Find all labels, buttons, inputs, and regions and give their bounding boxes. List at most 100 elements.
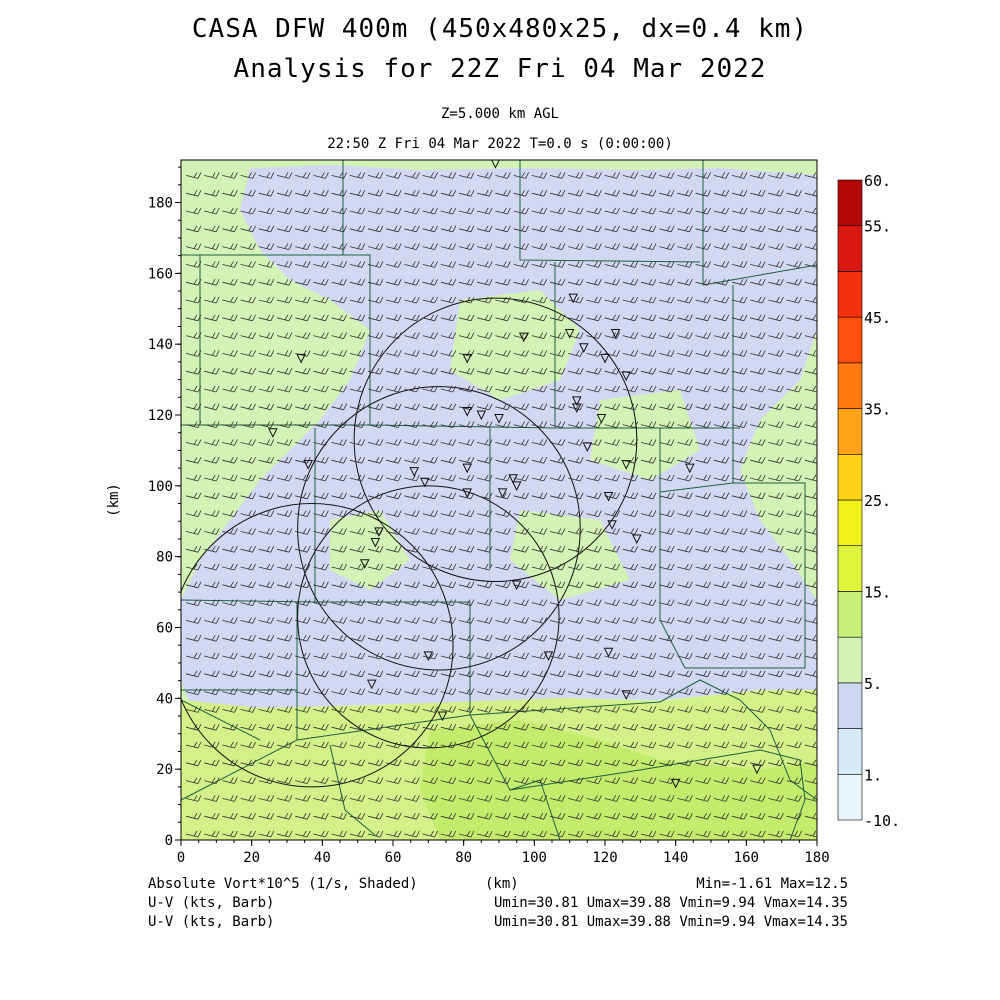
wind-barb bbox=[640, 296, 657, 304]
wind-barb bbox=[495, 670, 511, 678]
wind-barb bbox=[640, 830, 657, 838]
wind-barb bbox=[386, 777, 402, 784]
wind-barb bbox=[549, 314, 566, 322]
wind-barb bbox=[640, 207, 657, 215]
wind-barb bbox=[677, 599, 693, 606]
wind-barb bbox=[604, 617, 620, 624]
wind-barb bbox=[349, 367, 366, 375]
wind-barb bbox=[204, 296, 220, 304]
wind-barb bbox=[568, 350, 584, 357]
wind-barb bbox=[477, 492, 493, 500]
wind-barb bbox=[768, 741, 784, 749]
wind-barb bbox=[586, 172, 602, 179]
wind-barb bbox=[204, 367, 220, 375]
wind-barb bbox=[295, 296, 311, 304]
wind-barb bbox=[222, 759, 238, 767]
wind-barb bbox=[786, 528, 802, 535]
wind-barb bbox=[349, 528, 366, 535]
wind-barb bbox=[258, 510, 275, 517]
wind-barb bbox=[677, 314, 693, 322]
wind-barb bbox=[677, 652, 693, 660]
wind-barb bbox=[331, 207, 347, 215]
wind-barb bbox=[477, 225, 493, 233]
wind-barb bbox=[240, 723, 256, 731]
wind-barb bbox=[804, 795, 817, 802]
wind-barb bbox=[731, 777, 748, 784]
wind-barb bbox=[622, 314, 639, 322]
wind-barb bbox=[549, 225, 566, 233]
wind-barb bbox=[458, 617, 475, 624]
wind-barb bbox=[786, 688, 802, 695]
wind-barb bbox=[786, 296, 802, 304]
wind-barb bbox=[604, 670, 620, 678]
wind-barb bbox=[495, 706, 511, 713]
wind-barb bbox=[386, 207, 402, 215]
wind-barb bbox=[786, 812, 802, 820]
x-tick-label: 20 bbox=[243, 850, 260, 866]
y-tick-label: 120 bbox=[148, 408, 173, 424]
wind-barb bbox=[331, 599, 347, 606]
wind-barb bbox=[640, 403, 657, 411]
wind-barb bbox=[404, 830, 420, 838]
wind-barb bbox=[768, 421, 784, 428]
wind-barb bbox=[804, 599, 817, 606]
wind-barb bbox=[313, 777, 329, 784]
wind-barb bbox=[750, 261, 766, 268]
wind-barb bbox=[313, 812, 329, 820]
wind-barb bbox=[276, 207, 293, 215]
wind-barb bbox=[404, 634, 420, 642]
wind-barb bbox=[695, 278, 711, 286]
wind-barb bbox=[586, 830, 602, 838]
wind-barb bbox=[586, 706, 602, 713]
wind-barb bbox=[258, 777, 275, 784]
wind-barb bbox=[513, 278, 529, 286]
wind-barb bbox=[586, 207, 602, 215]
wind-barb bbox=[495, 563, 511, 571]
wind-barb bbox=[458, 723, 475, 731]
wind-barb bbox=[804, 528, 817, 535]
wind-barb bbox=[422, 830, 438, 838]
wind-barb bbox=[786, 741, 802, 749]
wind-barb bbox=[640, 172, 657, 179]
wind-barb bbox=[185, 670, 202, 678]
wind-barb bbox=[276, 385, 293, 393]
wind-barb bbox=[422, 599, 438, 606]
wind-barb bbox=[477, 385, 493, 393]
wind-barb bbox=[222, 243, 238, 250]
wind-barb bbox=[440, 332, 457, 339]
wind-barb bbox=[731, 812, 748, 820]
station-marker bbox=[268, 428, 278, 438]
wind-barb bbox=[477, 634, 493, 642]
wind-barb bbox=[622, 812, 639, 820]
wind-barb bbox=[731, 581, 748, 589]
wind-barb bbox=[659, 723, 675, 731]
station-marker bbox=[511, 580, 522, 591]
wind-barb bbox=[713, 225, 730, 233]
colorbar-label: 55. bbox=[864, 218, 891, 236]
station-marker bbox=[366, 679, 377, 690]
wind-barb bbox=[659, 510, 675, 517]
wind-barb bbox=[659, 688, 675, 695]
wind-barb bbox=[804, 189, 817, 197]
wind-barb bbox=[404, 367, 420, 375]
wind-barb bbox=[204, 474, 220, 482]
wind-barb bbox=[549, 474, 566, 482]
wind-barb bbox=[185, 332, 202, 339]
wind-barb bbox=[713, 795, 730, 802]
wind-barb bbox=[659, 350, 675, 357]
wind-barb bbox=[549, 723, 566, 731]
wind-barb bbox=[276, 706, 293, 713]
wind-barb bbox=[313, 510, 329, 517]
wind-barb bbox=[367, 599, 384, 606]
wind-barb bbox=[713, 581, 730, 589]
wind-barb bbox=[386, 830, 402, 838]
wind-barb bbox=[422, 741, 438, 749]
wind-barb bbox=[440, 296, 457, 304]
wind-barb bbox=[731, 723, 748, 731]
wind-barb bbox=[477, 617, 493, 624]
wind-barb bbox=[586, 189, 602, 197]
wind-barb bbox=[786, 563, 802, 571]
station-marker bbox=[596, 414, 607, 424]
wind-barb bbox=[513, 812, 529, 820]
wind-barb bbox=[240, 599, 256, 606]
